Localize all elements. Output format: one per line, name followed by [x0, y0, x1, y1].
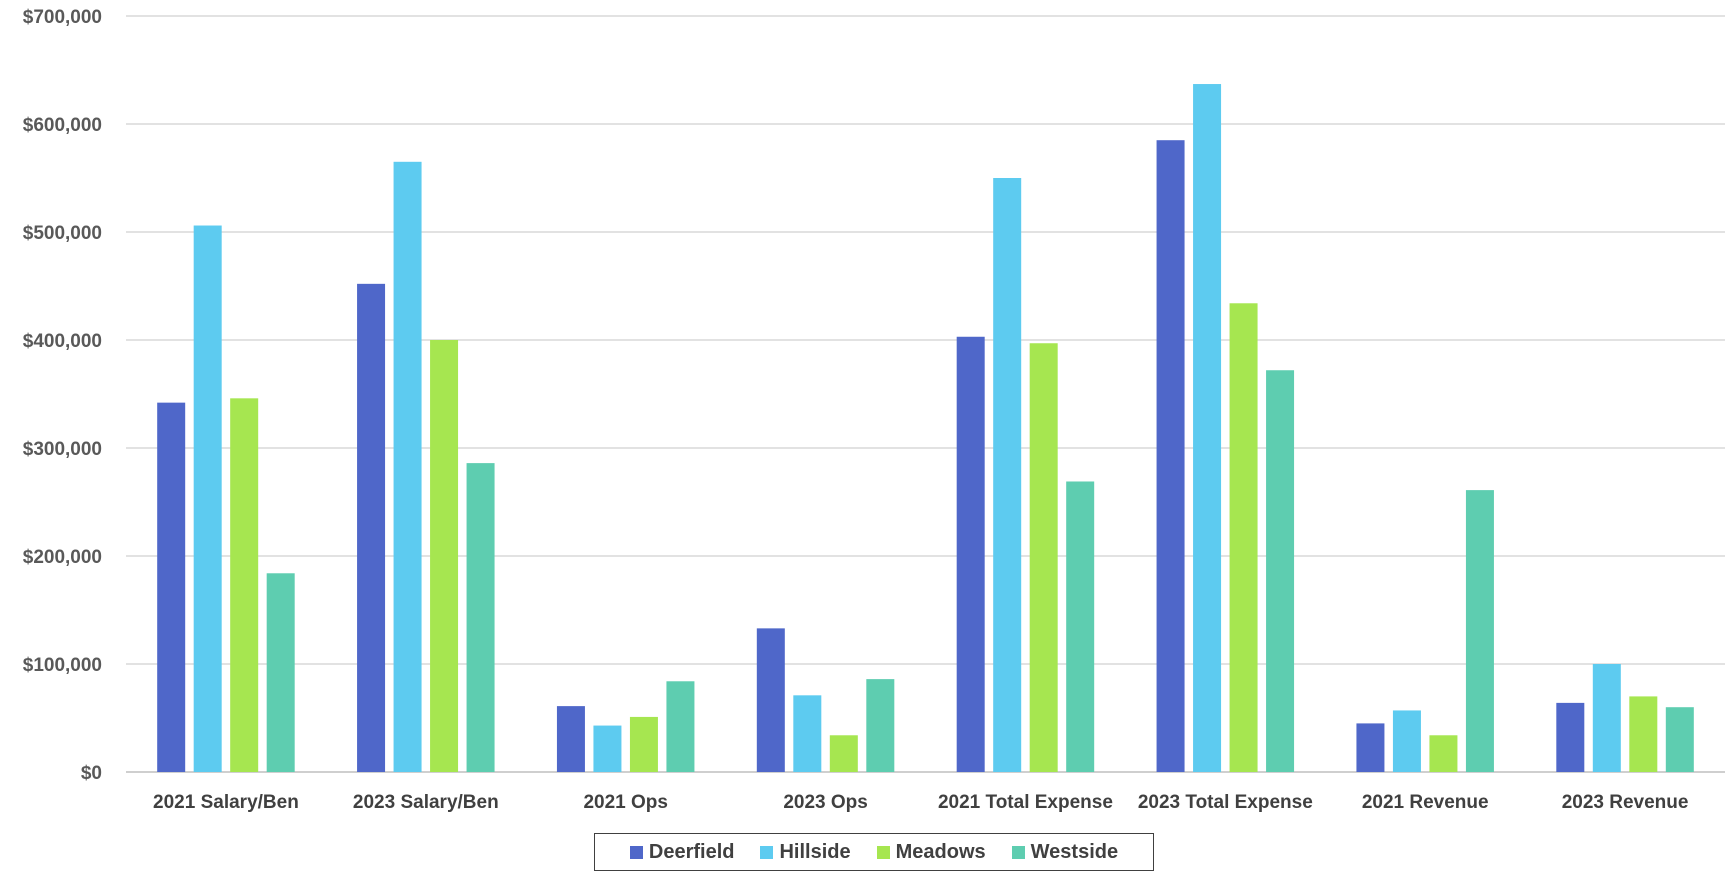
bar-westside [1066, 481, 1094, 772]
y-axis-ticks: $0 $100,000 $200,000 $300,000 $400,000 $500,0… [23, 7, 102, 784]
bar-deerfield [1356, 723, 1384, 772]
legend-swatch [877, 846, 890, 859]
legend: Deerfield Hillside Meadows Westside [594, 833, 1154, 871]
bar-deerfield [757, 628, 785, 772]
y-tick-label: $600,000 [23, 115, 102, 136]
bar-meadows [1629, 696, 1657, 772]
bar-meadows [1030, 343, 1058, 772]
y-tick-label: $100,000 [23, 655, 102, 676]
bar-meadows [630, 717, 658, 772]
legend-label: Meadows [896, 841, 986, 864]
bar-deerfield [557, 706, 585, 772]
bar-deerfield [1556, 703, 1584, 772]
bar-westside [666, 681, 694, 772]
bar-westside [267, 573, 295, 772]
legend-swatch [630, 846, 643, 859]
legend-item-deerfield: Deerfield [630, 841, 735, 864]
legend-swatch [1012, 846, 1025, 859]
bar-deerfield [1157, 140, 1185, 772]
x-category-label: 2021 Salary/Ben [153, 792, 299, 813]
y-tick-label: $700,000 [23, 7, 102, 28]
bar-westside [1666, 707, 1694, 772]
bar-deerfield [957, 337, 985, 772]
y-tick-label: $200,000 [23, 547, 102, 568]
bar-deerfield [157, 403, 185, 772]
bar-hillside [194, 226, 222, 772]
y-tick-label: $300,000 [23, 439, 102, 460]
bar-hillside [993, 178, 1021, 772]
bar-meadows [1429, 735, 1457, 772]
legend-label: Deerfield [649, 841, 735, 864]
bar-meadows [230, 398, 258, 772]
legend-swatch [760, 846, 773, 859]
y-tick-label: $400,000 [23, 331, 102, 352]
y-tick-label: $500,000 [23, 223, 102, 244]
x-category-label: 2021 Total Expense [938, 792, 1113, 813]
bar-meadows [430, 340, 458, 772]
bar-hillside [593, 726, 621, 772]
legend-label: Westside [1031, 841, 1118, 864]
legend-label: Hillside [779, 841, 850, 864]
legend-item-westside: Westside [1012, 841, 1118, 864]
bar-hillside [1593, 664, 1621, 772]
x-category-label: 2023 Ops [783, 792, 868, 813]
bar-hillside [1393, 710, 1421, 772]
bar-hillside [793, 695, 821, 772]
legend-item-hillside: Hillside [760, 841, 850, 864]
bar-westside [467, 463, 495, 772]
y-tick-label: $0 [81, 763, 102, 784]
legend-item-meadows: Meadows [877, 841, 986, 864]
bar-deerfield [357, 284, 385, 772]
x-category-label: 2021 Revenue [1362, 792, 1489, 813]
bar-westside [866, 679, 894, 772]
x-category-label: 2023 Salary/Ben [353, 792, 499, 813]
bar-meadows [830, 735, 858, 772]
bar-hillside [394, 162, 422, 772]
x-category-label: 2021 Ops [583, 792, 668, 813]
bar-meadows [1230, 303, 1258, 772]
bars [157, 84, 1694, 772]
x-axis-labels: 2021 Salary/Ben 2023 Salary/Ben 2021 Ops 20… [153, 792, 1688, 813]
bar-westside [1266, 370, 1294, 772]
x-category-label: 2023 Revenue [1562, 792, 1689, 813]
bar-hillside [1193, 84, 1221, 772]
bar-westside [1466, 490, 1494, 772]
x-category-label: 2023 Total Expense [1138, 792, 1313, 813]
